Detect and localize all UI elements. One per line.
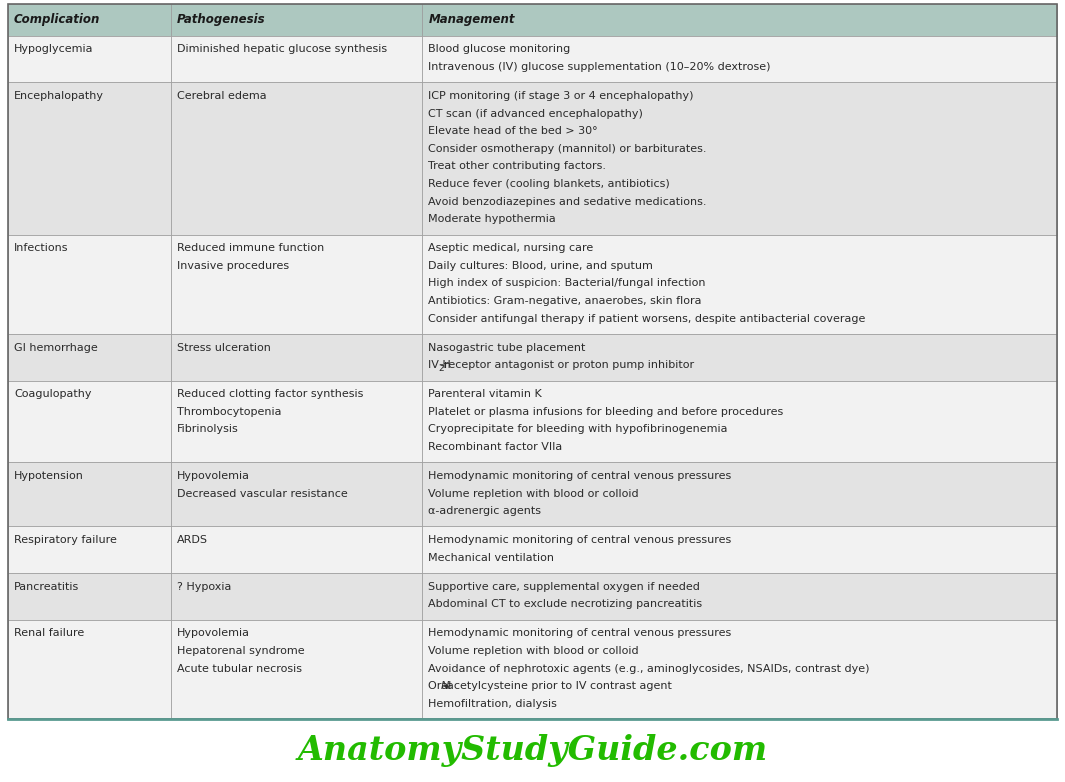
Text: Coagulopathy: Coagulopathy: [14, 389, 92, 399]
Bar: [423, 82, 1056, 235]
Text: GI hemorrhage: GI hemorrhage: [14, 343, 98, 353]
Text: Hypovolemia: Hypovolemia: [177, 628, 249, 638]
Text: Stress ulceration: Stress ulceration: [177, 343, 271, 353]
Text: Complication: Complication: [14, 13, 100, 27]
Text: Oral: Oral: [428, 681, 455, 691]
Bar: [423, 235, 1056, 334]
Bar: [170, 235, 423, 334]
Bar: [9, 462, 170, 526]
Bar: [423, 381, 1056, 462]
Text: ARDS: ARDS: [177, 535, 208, 545]
Text: Reduced clotting factor synthesis: Reduced clotting factor synthesis: [177, 389, 363, 399]
Text: Consider antifungal therapy if patient worsens, despite antibacterial coverage: Consider antifungal therapy if patient w…: [428, 314, 866, 324]
Text: Pancreatitis: Pancreatitis: [14, 582, 79, 592]
Text: Invasive procedures: Invasive procedures: [177, 261, 289, 271]
Text: Pathogenesis: Pathogenesis: [177, 13, 265, 27]
Text: Avoid benzodiazepines and sedative medications.: Avoid benzodiazepines and sedative medic…: [428, 197, 707, 206]
Text: Reduce fever (cooling blankets, antibiotics): Reduce fever (cooling blankets, antibiot…: [428, 179, 670, 189]
Bar: [423, 334, 1056, 381]
Bar: [423, 526, 1056, 573]
Text: -acetylcysteine prior to IV contrast agent: -acetylcysteine prior to IV contrast age…: [443, 681, 672, 691]
Text: Mechanical ventilation: Mechanical ventilation: [428, 553, 555, 563]
Bar: [9, 4, 170, 36]
Bar: [423, 573, 1056, 619]
Bar: [9, 381, 170, 462]
Bar: [9, 334, 170, 381]
Text: Volume repletion with blood or colloid: Volume repletion with blood or colloid: [428, 489, 639, 499]
Bar: [170, 573, 423, 619]
Text: Antibiotics: Gram-negative, anaerobes, skin flora: Antibiotics: Gram-negative, anaerobes, s…: [428, 296, 702, 306]
Bar: [170, 4, 423, 36]
Text: Platelet or plasma infusions for bleeding and before procedures: Platelet or plasma infusions for bleedin…: [428, 407, 784, 417]
Text: Treat other contributing factors.: Treat other contributing factors.: [428, 161, 606, 171]
Bar: [170, 82, 423, 235]
Text: Renal failure: Renal failure: [14, 628, 84, 638]
Text: Supportive care, supplemental oxygen if needed: Supportive care, supplemental oxygen if …: [428, 582, 700, 592]
Text: Management: Management: [428, 13, 514, 27]
Text: Hypotension: Hypotension: [14, 471, 84, 481]
Text: Reduced immune function: Reduced immune function: [177, 243, 324, 253]
Text: Avoidance of nephrotoxic agents (e.g., aminoglycosides, NSAIDs, contrast dye): Avoidance of nephrotoxic agents (e.g., a…: [428, 663, 870, 673]
Text: Parenteral vitamin K: Parenteral vitamin K: [428, 389, 542, 399]
Text: CT scan (if advanced encephalopathy): CT scan (if advanced encephalopathy): [428, 109, 643, 119]
Text: Infections: Infections: [14, 243, 68, 253]
Text: Elevate head of the bed > 30°: Elevate head of the bed > 30°: [428, 126, 597, 136]
Text: Aseptic medical, nursing care: Aseptic medical, nursing care: [428, 243, 593, 253]
Text: Cryoprecipitate for bleeding with hypofibrinogenemia: Cryoprecipitate for bleeding with hypofi…: [428, 425, 727, 435]
Text: 2: 2: [438, 364, 443, 374]
Text: Abdominal CT to exclude necrotizing pancreatitis: Abdominal CT to exclude necrotizing panc…: [428, 599, 703, 609]
Bar: [170, 462, 423, 526]
Bar: [170, 526, 423, 573]
Text: ICP monitoring (if stage 3 or 4 encephalopathy): ICP monitoring (if stage 3 or 4 encephal…: [428, 91, 694, 101]
Text: Hemofiltration, dialysis: Hemofiltration, dialysis: [428, 698, 557, 708]
Text: Intravenous (IV) glucose supplementation (10–20% dextrose): Intravenous (IV) glucose supplementation…: [428, 62, 771, 72]
Bar: [423, 619, 1056, 719]
Text: N: N: [440, 681, 448, 691]
Text: Hepatorenal syndrome: Hepatorenal syndrome: [177, 646, 305, 656]
Text: IV H: IV H: [428, 361, 452, 370]
Text: Cerebral edema: Cerebral edema: [177, 91, 266, 101]
Bar: [423, 4, 1056, 36]
Text: Consider osmotherapy (mannitol) or barbiturates.: Consider osmotherapy (mannitol) or barbi…: [428, 144, 707, 154]
Text: Moderate hypothermia: Moderate hypothermia: [428, 214, 556, 224]
Bar: [9, 526, 170, 573]
Text: -receptor antagonist or proton pump inhibitor: -receptor antagonist or proton pump inhi…: [440, 361, 694, 370]
Bar: [170, 619, 423, 719]
Bar: [9, 619, 170, 719]
Text: α-adrenergic agents: α-adrenergic agents: [428, 506, 541, 516]
Bar: [170, 334, 423, 381]
Text: Hypoglycemia: Hypoglycemia: [14, 45, 94, 55]
Bar: [170, 381, 423, 462]
Text: Blood glucose monitoring: Blood glucose monitoring: [428, 45, 571, 55]
Bar: [9, 36, 170, 82]
Text: Acute tubular necrosis: Acute tubular necrosis: [177, 663, 301, 673]
Text: Hypovolemia: Hypovolemia: [177, 471, 249, 481]
Bar: [423, 36, 1056, 82]
Bar: [9, 235, 170, 334]
Text: AnatomyStudyGuide.com: AnatomyStudyGuide.com: [297, 734, 768, 767]
Bar: [9, 82, 170, 235]
Bar: [170, 36, 423, 82]
Text: Hemodynamic monitoring of central venous pressures: Hemodynamic monitoring of central venous…: [428, 471, 732, 481]
Text: Nasogastric tube placement: Nasogastric tube placement: [428, 343, 586, 353]
Text: Fibrinolysis: Fibrinolysis: [177, 425, 239, 435]
Text: Volume repletion with blood or colloid: Volume repletion with blood or colloid: [428, 646, 639, 656]
Text: ? Hypoxia: ? Hypoxia: [177, 582, 231, 592]
Text: Diminished hepatic glucose synthesis: Diminished hepatic glucose synthesis: [177, 45, 387, 55]
Text: High index of suspicion: Bacterial/fungal infection: High index of suspicion: Bacterial/funga…: [428, 278, 706, 289]
Text: Respiratory failure: Respiratory failure: [14, 535, 117, 545]
Bar: [9, 573, 170, 619]
Text: Daily cultures: Blood, urine, and sputum: Daily cultures: Blood, urine, and sputum: [428, 261, 653, 271]
Bar: [423, 462, 1056, 526]
Text: Hemodynamic monitoring of central venous pressures: Hemodynamic monitoring of central venous…: [428, 628, 732, 638]
Text: Decreased vascular resistance: Decreased vascular resistance: [177, 489, 347, 499]
Text: Hemodynamic monitoring of central venous pressures: Hemodynamic monitoring of central venous…: [428, 535, 732, 545]
Text: Thrombocytopenia: Thrombocytopenia: [177, 407, 281, 417]
Text: Encephalopathy: Encephalopathy: [14, 91, 104, 101]
Text: Recombinant factor VIIa: Recombinant factor VIIa: [428, 442, 562, 452]
